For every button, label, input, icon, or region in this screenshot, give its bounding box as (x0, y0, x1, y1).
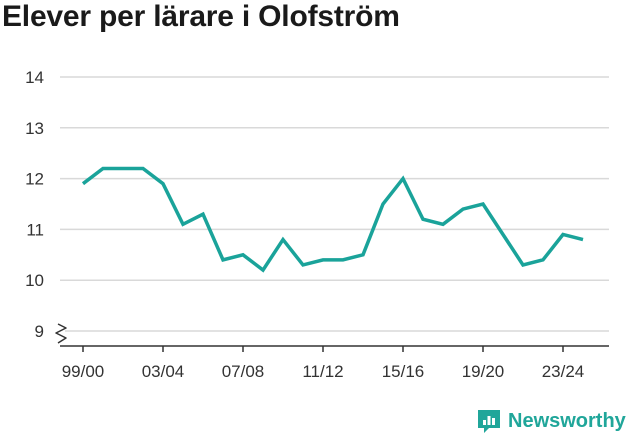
y-tick-label: 13 (25, 119, 44, 138)
brand-logo[interactable]: Newsworthy (476, 408, 626, 434)
x-axis (60, 345, 609, 352)
x-tick-label: 19/20 (462, 362, 505, 381)
line-chart: 9 10 11 12 13 14 99/00 03/04 07/08 11/12 15/16 19/… (25, 68, 609, 381)
grid-lines (60, 76, 609, 332)
x-tick-label: 11/12 (302, 362, 343, 381)
y-tick-label: 12 (25, 170, 44, 189)
y-tick-label: 14 (25, 68, 44, 87)
axis-break-zigzag (55, 323, 67, 344)
newsworthy-logo-icon (478, 410, 500, 433)
y-tick-label: 10 (25, 271, 44, 290)
y-axis-labels: 9 10 11 12 13 14 (25, 68, 44, 341)
x-tick-label: 99/00 (62, 362, 105, 381)
x-axis-labels: 99/00 03/04 07/08 11/12 15/16 19/20 23/24 (62, 362, 585, 381)
x-tick-label: 03/04 (142, 362, 185, 381)
brand-name: Newsworthy (508, 409, 626, 432)
y-tick-label: 11 (26, 220, 44, 239)
x-tick-label: 07/08 (222, 362, 265, 381)
series-group (81, 166, 584, 273)
series-line (81, 166, 584, 273)
chart-title: Elever per lärare i Olofström (2, 0, 400, 33)
x-tick-label: 15/16 (382, 362, 425, 381)
y-tick-label: 9 (35, 322, 44, 341)
x-tick-label: 23/24 (542, 362, 585, 381)
axis-break-marker (53, 323, 67, 345)
